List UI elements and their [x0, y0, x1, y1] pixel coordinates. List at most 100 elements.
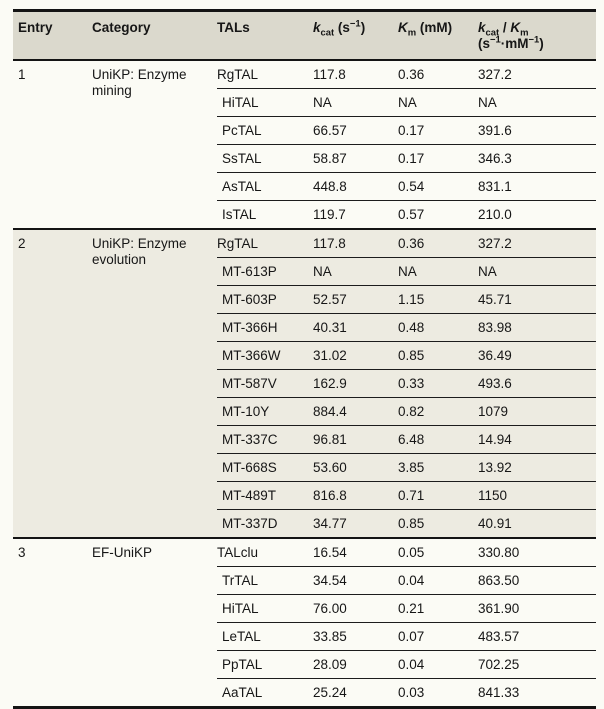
km-cell: 0.05 — [398, 537, 478, 567]
km-cell: 1.15 — [398, 285, 478, 314]
km-cell: 0.71 — [398, 481, 478, 510]
column-header-km: Km (mM) — [398, 10, 478, 61]
km-cell: 6.48 — [398, 425, 478, 454]
entry-cell: 1 — [18, 67, 26, 82]
ratio-cell: 841.33 — [478, 678, 596, 708]
km-cell: 0.36 — [398, 228, 478, 258]
table-row: MT-668S 53.60 3.85 13.92 — [13, 453, 596, 482]
km-cell: 0.82 — [398, 397, 478, 426]
tal-cell: MT-603P — [217, 285, 313, 314]
km-cell: NA — [398, 257, 478, 286]
table-row: MT-337C 96.81 6.48 14.94 — [13, 425, 596, 454]
km-cell: 0.85 — [398, 341, 478, 370]
tal-cell: MT-337D — [217, 509, 313, 538]
ratio-cell: 1079 — [478, 397, 596, 426]
kcat-cell: 76.00 — [313, 594, 398, 623]
table-header: Entry Category TALs kcat (s−1) Km (mM) k… — [13, 10, 596, 61]
ratio-cell: 831.1 — [478, 172, 596, 201]
km-cell: 0.36 — [398, 67, 425, 82]
table-row: HiTAL 76.00 0.21 361.90 — [13, 594, 596, 623]
table-row: MT-337D 34.77 0.85 40.91 — [13, 509, 596, 538]
tal-cell: MT-489T — [217, 481, 313, 510]
table-row: MT-603P 52.57 1.15 45.71 — [13, 285, 596, 314]
kcat-cell: NA — [313, 257, 398, 286]
ratio-cell: 346.3 — [478, 144, 596, 173]
table-row: LeTAL 33.85 0.07 483.57 — [13, 622, 596, 651]
tal-cell: MT-613P — [217, 257, 313, 286]
header-row: Entry Category TALs kcat (s−1) Km (mM) k… — [13, 10, 596, 61]
category-cell: UniKP: Enzyme evolution — [92, 228, 217, 538]
ratio-cell: 40.91 — [478, 509, 596, 538]
km-cell: 0.04 — [398, 650, 478, 679]
km-cell: 0.07 — [398, 622, 478, 651]
entry-cell: 2 — [13, 228, 92, 538]
tal-cell: MT-10Y — [217, 397, 313, 426]
tal-cell: SsTAL — [217, 144, 313, 173]
table-row: AsTAL 448.8 0.54 831.1 — [13, 172, 596, 201]
km-cell: 0.57 — [398, 200, 478, 229]
tal-cell: TrTAL — [217, 566, 313, 595]
kcat-cell: 66.57 — [313, 116, 398, 145]
tal-cell: MT-668S — [217, 453, 313, 482]
ratio-cell: 391.6 — [478, 116, 596, 145]
column-header-tals: TALs — [217, 10, 313, 61]
section-ef-unikp: 3 EF-UniKP TALclu 16.54 0.05 330.80 TrTA… — [13, 537, 596, 708]
kinetics-table: Entry Category TALs kcat (s−1) Km (mM) k… — [13, 9, 596, 709]
tal-cell: HiTAL — [217, 88, 313, 117]
column-header-category: Category — [92, 10, 217, 61]
ratio-cell: 83.98 — [478, 313, 596, 342]
tal-cell: MT-366H — [217, 313, 313, 342]
kcat-cell: 40.31 — [313, 313, 398, 342]
table-row: MT-587V 162.9 0.33 493.6 — [13, 369, 596, 398]
table-row: 1 UniKP: Enzyme mining RgTAL 117.8 0.36 … — [13, 60, 596, 98]
ratio-cell: 493.6 — [478, 369, 596, 398]
kcat-cell: 117.8 — [313, 67, 346, 82]
km-cell: 0.04 — [398, 566, 478, 595]
section-enzyme-mining: 1 UniKP: Enzyme mining RgTAL 117.8 0.36 … — [13, 60, 596, 229]
tal-cell: RgTAL — [217, 228, 313, 258]
kcat-cell: NA — [313, 88, 398, 117]
kcat-cell: 34.54 — [313, 566, 398, 595]
ratio-cell: 14.94 — [478, 425, 596, 454]
ratio-cell: 45.71 — [478, 285, 596, 314]
kcat-cell: 884.4 — [313, 397, 398, 426]
tal-cell: MT-587V — [217, 369, 313, 398]
km-cell: 0.17 — [398, 116, 478, 145]
table-row: SsTAL 58.87 0.17 346.3 — [13, 144, 596, 173]
table-row: PcTAL 66.57 0.17 391.6 — [13, 116, 596, 145]
tal-cell: MT-366W — [217, 341, 313, 370]
kcat-cell: 448.8 — [313, 172, 398, 201]
km-cell: 0.17 — [398, 144, 478, 173]
table-row: MT-366H 40.31 0.48 83.98 — [13, 313, 596, 342]
kcat-cell: 52.57 — [313, 285, 398, 314]
table-row: MT-613P NA NA NA — [13, 257, 596, 286]
table-row: 2 UniKP: Enzyme evolution RgTAL 117.8 0.… — [13, 228, 596, 538]
km-cell: 0.48 — [398, 313, 478, 342]
tal-cell: AaTAL — [217, 678, 313, 708]
ratio-cell: NA — [478, 88, 596, 117]
category-cell: UniKP: Enzyme mining — [92, 67, 187, 98]
table-row: MT-366W 31.02 0.85 36.49 — [13, 341, 596, 370]
ratio-cell: 1150 — [478, 481, 596, 510]
kcat-cell: 53.60 — [313, 453, 398, 482]
ratio-cell: 863.50 — [478, 566, 596, 595]
column-header-kcat: kcat (s−1) — [313, 10, 398, 61]
entry-cell: 3 — [13, 537, 92, 708]
table-row: PpTAL 28.09 0.04 702.25 — [13, 650, 596, 679]
kcat-cell: 58.87 — [313, 144, 398, 173]
tal-cell: MT-337C — [217, 425, 313, 454]
ratio-cell: 702.25 — [478, 650, 596, 679]
km-cell: 0.33 — [398, 369, 478, 398]
table-row: HiTAL NA NA NA — [13, 88, 596, 117]
tal-cell: PpTAL — [217, 650, 313, 679]
table-row: MT-10Y 884.4 0.82 1079 — [13, 397, 596, 426]
section-enzyme-evolution: 2 UniKP: Enzyme evolution RgTAL 117.8 0.… — [13, 228, 596, 538]
column-header-kcat-km-ratio: kcat / Km (s−1·mM−1) — [478, 10, 596, 61]
table-row: IsTAL 119.7 0.57 210.0 — [13, 200, 596, 229]
tal-cell: PcTAL — [217, 116, 313, 145]
ratio-cell: 361.90 — [478, 594, 596, 623]
kcat-cell: 16.54 — [313, 537, 398, 567]
table-row: TrTAL 34.54 0.04 863.50 — [13, 566, 596, 595]
kcat-cell: 119.7 — [313, 200, 398, 229]
ratio-cell: 210.0 — [478, 200, 596, 229]
